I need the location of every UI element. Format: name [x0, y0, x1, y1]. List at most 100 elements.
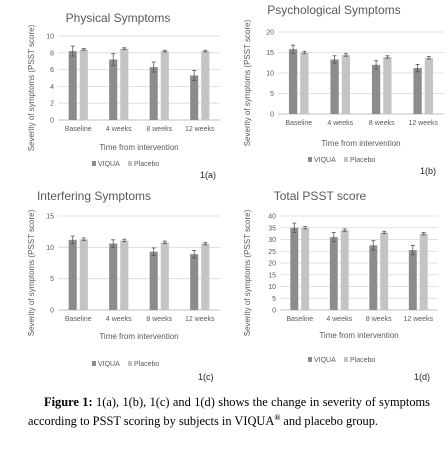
x-tick-label: 4 weeks — [326, 316, 352, 323]
x-tick-label: 12 weeks — [185, 316, 215, 323]
error-bar — [70, 235, 75, 244]
y-axis-label: Severity of symptoms (PSST score) — [243, 19, 252, 146]
x-tick-label: Baseline — [65, 316, 92, 323]
error-bar — [302, 50, 307, 55]
chart-physical-symptoms: Physical Symptoms 0 2 4 6 8 10 Baseline 4 weeks 8… — [0, 0, 224, 186]
error-bar — [81, 237, 86, 241]
bar-viqua-4-weeks — [329, 237, 338, 310]
y-tick-label: 10 — [268, 284, 276, 291]
y-tick-label: 5 — [270, 91, 274, 98]
legend-swatch-viqua — [92, 361, 96, 366]
x-axis-label: Time from intervention — [319, 331, 398, 340]
registered-mark: ® — [274, 413, 281, 422]
y-tick-label: 20 — [266, 30, 274, 37]
bar-viqua-8-weeks — [371, 64, 381, 114]
error-bar — [203, 241, 208, 246]
legend-label-placebo: Placebo — [134, 161, 159, 168]
x-tick-label: 12 weeks — [408, 120, 438, 127]
bar-placebo-8-weeks — [380, 232, 389, 310]
bar-viqua-4-weeks — [330, 59, 339, 114]
y-tick-label: 0 — [272, 308, 276, 315]
chart-psychological-symptoms: Psychological Symptoms 0 5 10 15 20 Baseline 4 … — [224, 0, 448, 186]
y-tick-label: 0 — [270, 112, 274, 119]
error-bar — [421, 232, 426, 236]
y-tick-label: 30 — [268, 237, 276, 244]
x-tick-label: 8 weeks — [366, 316, 392, 323]
y-tick-label: 35 — [268, 225, 276, 232]
error-bar — [192, 70, 197, 81]
y-axis-label: Severity of symptoms (PSST score) — [243, 209, 252, 336]
y-axis-label: Severity of symptoms (PSST score) — [27, 209, 36, 336]
bar-placebo-8-weeks — [383, 57, 392, 114]
legend-swatch-placebo — [344, 357, 348, 362]
error-bar — [426, 56, 431, 60]
error-bar — [291, 44, 296, 54]
y-tick-label: 10 — [46, 245, 54, 252]
error-bar — [343, 53, 348, 57]
bar-placebo-4-weeks — [120, 240, 129, 310]
x-tick-label: 8 weeks — [146, 316, 172, 323]
chart-title: Psychological Symptoms — [267, 3, 400, 17]
y-tick-label: 0 — [50, 308, 54, 315]
y-tick-label: 15 — [46, 214, 54, 221]
error-bar — [111, 53, 116, 66]
y-tick-label: 4 — [50, 84, 54, 91]
error-bar — [331, 232, 336, 243]
chart-title: Total PSST score — [274, 189, 367, 203]
bar-placebo-12-weeks — [201, 51, 210, 121]
y-tick-label: 10 — [266, 71, 274, 78]
legend-label-placebo: Placebo — [134, 361, 159, 368]
bar-placebo-12-weeks — [424, 57, 434, 114]
y-tick-label: 0 — [50, 118, 54, 125]
y-tick-label: 5 — [272, 296, 276, 303]
bar-placebo-baseline — [79, 239, 88, 310]
x-axis-label: Time from intervention — [99, 143, 178, 152]
error-bar — [371, 240, 376, 251]
figure-label: Figure 1: — [44, 395, 93, 409]
x-tick-label: Baseline — [285, 120, 312, 127]
error-bar — [162, 49, 167, 53]
chart-physical-symptoms-svg: Physical Symptoms 0 2 4 6 8 10 Baseline 4 weeks 8… — [27, 11, 220, 180]
bar-placebo-baseline — [301, 227, 310, 310]
x-tick-label: 4 weeks — [327, 120, 353, 127]
legend-swatch-placebo — [344, 157, 348, 162]
error-bar — [70, 45, 75, 57]
legend-label-viqua: VIQUA — [98, 361, 120, 368]
error-bar — [382, 230, 387, 235]
error-bar — [410, 244, 415, 256]
x-tick-label: 4 weeks — [106, 316, 132, 323]
panel-label: 1(a) — [200, 170, 216, 180]
bar-viqua-12-weeks — [190, 75, 199, 120]
x-axis-label: Time from intervention — [99, 332, 178, 341]
chart-interfering-symptoms-svg: Interfering Symptoms 0 5 10 15 Baseline 4 week… — [27, 189, 220, 382]
y-tick-label: 6 — [50, 67, 54, 74]
bar-placebo-4-weeks — [340, 230, 349, 310]
legend-label-viqua: VIQUA — [314, 157, 336, 164]
bar-placebo-12-weeks — [419, 233, 428, 310]
y-tick-label: 20 — [268, 261, 276, 268]
legend-label-viqua: VIQUA — [314, 357, 336, 364]
error-bar — [122, 47, 127, 50]
bar-viqua-12-weeks — [190, 254, 199, 310]
error-bar — [81, 48, 86, 51]
panel-label: 1(c) — [198, 372, 214, 382]
y-tick-label: 15 — [268, 272, 276, 279]
x-axis-label: Time from intervention — [321, 139, 400, 148]
bar-viqua-baseline — [290, 227, 299, 310]
y-tick-label: 15 — [266, 50, 274, 57]
chart-interfering-symptoms: Interfering Symptoms 0 5 10 15 Baseline 4 week… — [0, 186, 224, 386]
bar-viqua-8-weeks — [149, 251, 158, 310]
panel-label: 1(d) — [414, 372, 430, 382]
error-bar — [162, 240, 167, 244]
y-tick-label: 10 — [46, 34, 54, 41]
bar-placebo-12-weeks — [201, 243, 210, 310]
bar-placebo-8-weeks — [160, 51, 169, 121]
bar-placebo-8-weeks — [160, 242, 169, 310]
bar-viqua-12-weeks — [413, 68, 422, 114]
bar-placebo-baseline — [79, 49, 88, 120]
error-bar — [374, 60, 379, 70]
legend-label-viqua: VIQUA — [98, 161, 120, 168]
error-bar — [292, 222, 297, 233]
caption-text-2: and placebo group. — [283, 414, 379, 429]
chart-title: Interfering Symptoms — [37, 189, 151, 203]
